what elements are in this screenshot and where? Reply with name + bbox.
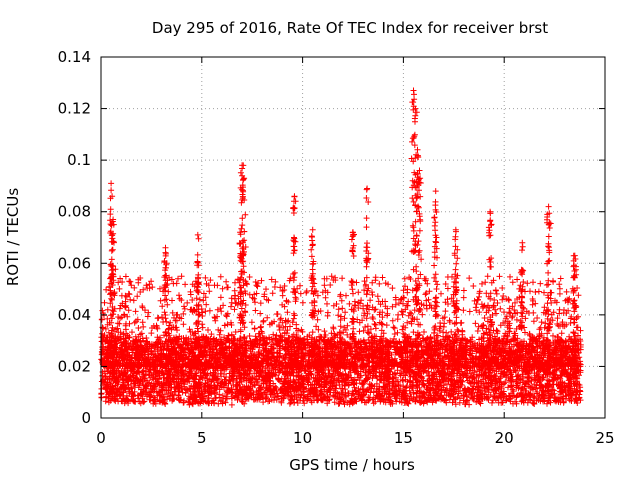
y-tick-label: 0.06 bbox=[58, 254, 91, 272]
data-points bbox=[98, 87, 584, 408]
x-tick-label: 5 bbox=[197, 429, 207, 447]
y-tick-label: 0.14 bbox=[58, 48, 91, 66]
chart-title: Day 295 of 2016, Rate Of TEC Index for r… bbox=[152, 19, 548, 37]
axis-ticks: 0 5 10 15 20 25 0 0.02 0.04 0.06 0.08 0.1 0.12 0.14 bbox=[58, 48, 615, 447]
y-tick-label: 0.08 bbox=[58, 203, 91, 221]
y-tick-label: 0.12 bbox=[58, 100, 91, 118]
x-tick-label: 25 bbox=[595, 429, 614, 447]
y-tick-label: 0.04 bbox=[58, 306, 91, 324]
y-tick-label: 0 bbox=[81, 409, 91, 427]
y-tick-label: 0.1 bbox=[67, 151, 91, 169]
x-tick-label: 15 bbox=[394, 429, 413, 447]
x-axis-label: GPS time / hours bbox=[289, 456, 415, 474]
x-tick-label: 10 bbox=[293, 429, 312, 447]
scatter-markers bbox=[98, 87, 584, 408]
y-tick-label: 0.02 bbox=[58, 357, 91, 375]
x-tick-label: 0 bbox=[96, 429, 106, 447]
y-axis-label: ROTI / TECUs bbox=[4, 188, 22, 286]
plot-frame bbox=[100, 56, 606, 419]
x-tick-label: 20 bbox=[495, 429, 514, 447]
